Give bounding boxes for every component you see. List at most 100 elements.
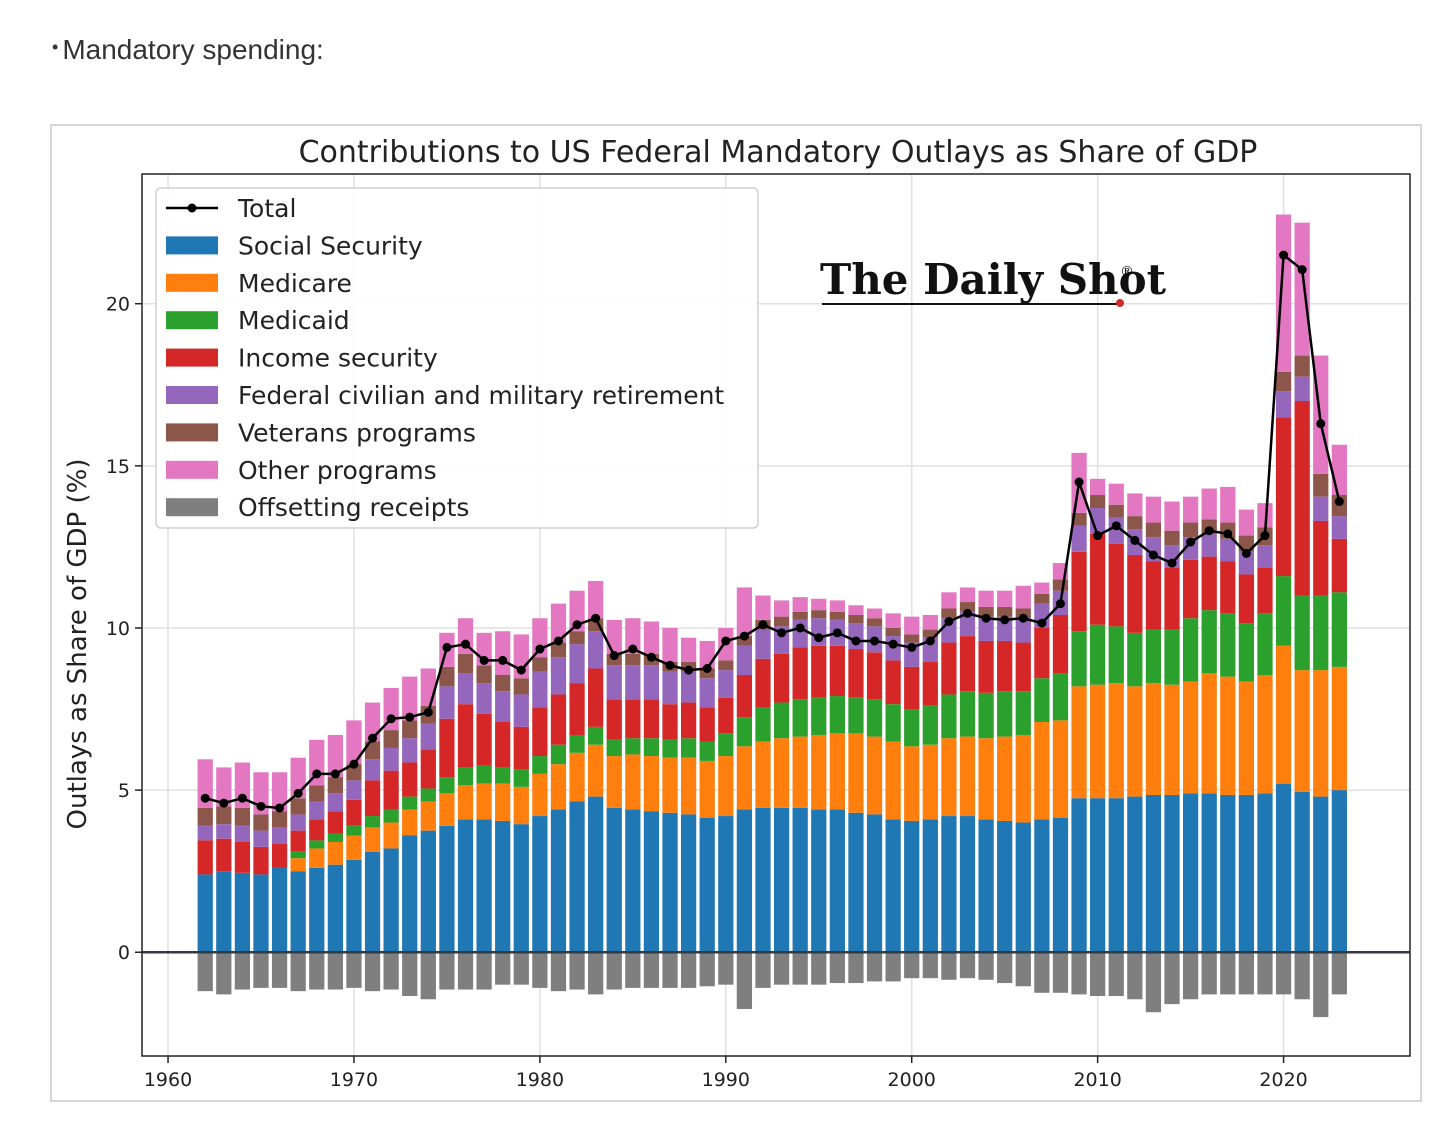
bar-social-security-1968 [309, 867, 325, 953]
bar-other-programs-2004 [978, 590, 994, 607]
bar-income-security-1997 [848, 649, 864, 698]
bar-offsetting-receipts-1986 [643, 952, 660, 988]
bar-medicare-2006 [1015, 734, 1031, 823]
y-tick-label: 15 [106, 456, 130, 478]
x-tick-label: 1980 [516, 1069, 564, 1091]
bar-federal-civilian-and-military-retirement-1974 [420, 723, 436, 750]
bar-federal-civilian-and-military-retirement-2016 [1201, 533, 1217, 557]
bar-federal-civilian-and-military-retirement-1972 [383, 747, 399, 771]
legend-swatch-medicaid [166, 311, 218, 330]
bar-medicare-1980 [532, 773, 548, 817]
bar-other-programs-1974 [420, 668, 436, 706]
bar-veterans-programs-2014 [1164, 530, 1180, 546]
bar-income-security-1984 [606, 699, 622, 740]
bar-income-security-1968 [309, 819, 325, 841]
bar-social-security-1971 [364, 851, 381, 953]
bar-social-security-2011 [1108, 798, 1124, 953]
legend-box [155, 187, 759, 529]
legend-label-medicare: Medicare [238, 269, 352, 298]
total-point-1968 [312, 769, 322, 779]
bar-medicare-1985 [625, 754, 641, 810]
bar-medicaid-1981 [550, 744, 567, 765]
bar-income-security-2013 [1145, 561, 1162, 630]
total-point-1974 [423, 707, 433, 717]
bar-veterans-programs-2011 [1108, 504, 1124, 518]
bar-veterans-programs-1972 [383, 730, 399, 748]
total-point-1981 [553, 636, 563, 646]
bar-medicare-1974 [420, 801, 436, 831]
total-point-1985 [628, 644, 638, 654]
total-point-2007 [1037, 618, 1047, 628]
bar-medicaid-1969 [327, 833, 343, 842]
x-tick-label: 2000 [888, 1069, 936, 1091]
total-point-2023 [1334, 497, 1344, 507]
bar-other-programs-2015 [1182, 496, 1199, 523]
bar-federal-civilian-and-military-retirement-2005 [997, 616, 1013, 641]
bar-other-programs-2006 [1015, 585, 1031, 609]
bar-offsetting-receipts-2010 [1090, 952, 1106, 997]
bar-social-security-2012 [1127, 796, 1143, 953]
total-point-2015 [1186, 537, 1196, 547]
bar-medicaid-1983 [588, 726, 604, 745]
total-point-2001 [925, 636, 935, 646]
bar-medicaid-2016 [1201, 610, 1217, 674]
bar-other-programs-2018 [1238, 509, 1255, 536]
total-point-1998 [870, 636, 880, 646]
bar-medicare-1978 [495, 783, 511, 821]
bar-offsetting-receipts-1967 [290, 952, 306, 992]
bar-income-security-2003 [959, 636, 976, 692]
legend-label-income-security: Income security [238, 344, 438, 373]
bar-medicaid-1988 [680, 738, 697, 758]
bar-medicare-2016 [1201, 673, 1217, 794]
bar-income-security-1972 [383, 770, 399, 810]
total-point-2020 [1279, 250, 1289, 260]
bar-medicare-2019 [1257, 674, 1273, 794]
total-point-1994 [795, 623, 805, 633]
bar-social-security-1974 [420, 830, 436, 953]
bar-veterans-programs-1977 [476, 665, 492, 684]
total-point-1973 [405, 712, 415, 722]
bar-federal-civilian-and-military-retirement-2018 [1238, 551, 1255, 575]
bar-offsetting-receipts-1979 [513, 952, 529, 985]
bar-social-security-1973 [402, 835, 418, 953]
bar-other-programs-2000 [904, 616, 920, 635]
total-point-2004 [981, 613, 991, 623]
bar-federal-civilian-and-military-retirement-2006 [1015, 618, 1031, 643]
bar-medicare-2014 [1164, 684, 1180, 795]
bar-medicare-1999 [885, 741, 901, 820]
bar-medicaid-2022 [1313, 595, 1329, 671]
bar-medicaid-1975 [439, 777, 455, 794]
bar-medicare-2012 [1127, 686, 1143, 797]
bar-medicaid-1992 [755, 707, 771, 742]
bar-federal-civilian-and-military-retirement-2022 [1313, 496, 1329, 521]
legend-label-other-programs: Other programs [238, 456, 437, 485]
legend-swatch-offsetting-receipts [166, 498, 218, 517]
legend-label-offsetting-receipts: Offsetting receipts [238, 493, 469, 522]
bar-income-security-1996 [829, 645, 845, 697]
bar-other-programs-1963 [216, 767, 232, 807]
bar-federal-civilian-and-military-retirement-1992 [755, 629, 771, 659]
bar-income-security-1989 [699, 707, 715, 742]
bar-other-programs-1994 [792, 597, 808, 612]
bar-income-security-2005 [997, 640, 1013, 692]
bar-offsetting-receipts-2013 [1145, 952, 1162, 1013]
bar-medicare-2002 [941, 738, 957, 817]
bar-social-security-1963 [216, 871, 232, 953]
bar-medicaid-1972 [383, 809, 399, 823]
bar-veterans-programs-2002 [941, 608, 957, 619]
bar-social-security-1998 [866, 814, 883, 953]
bar-federal-civilian-and-military-retirement-1966 [271, 827, 288, 844]
daily-shot-logo: The Daily Shot ® [820, 255, 1167, 307]
bar-medicaid-2019 [1257, 613, 1273, 675]
bar-federal-civilian-and-military-retirement-1976 [457, 673, 474, 705]
bar-medicare-2010 [1090, 684, 1106, 799]
bar-offsetting-receipts-1991 [736, 952, 753, 1009]
bar-income-security-2000 [904, 666, 920, 710]
bar-other-programs-1988 [680, 637, 697, 663]
total-point-1970 [349, 759, 359, 769]
bar-other-programs-1982 [569, 590, 585, 632]
total-point-2008 [1055, 599, 1065, 609]
bar-veterans-programs-2009 [1071, 512, 1087, 526]
bar-medicaid-1973 [402, 796, 418, 810]
bar-medicare-1968 [309, 848, 325, 868]
